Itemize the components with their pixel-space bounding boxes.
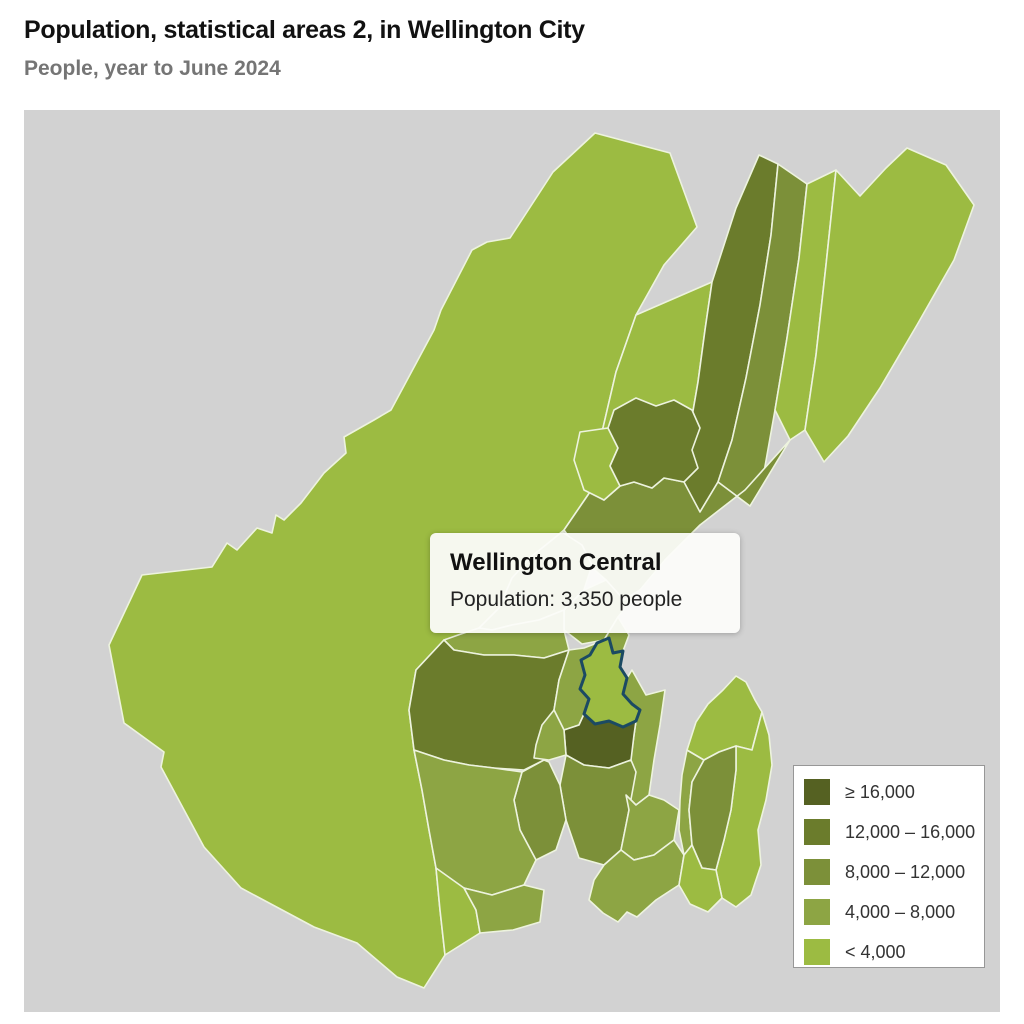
map-tooltip: Wellington Central Population: 3,350 peo…: [430, 533, 740, 633]
map-legend: ≥ 16,000 12,000 – 16,000 8,000 – 12,000 …: [793, 765, 985, 968]
chart-header: Population, statistical areas 2, in Well…: [24, 16, 1000, 81]
map-region[interactable]: [463, 884, 545, 934]
map-region[interactable]: [804, 147, 975, 463]
legend-label: 12,000 – 16,000: [845, 821, 976, 842]
legend-row: < 4,000: [804, 939, 984, 965]
legend-label: 4,000 – 8,000: [845, 901, 956, 922]
choropleth-map: Wellington Central Population: 3,350 peo…: [24, 110, 1000, 1012]
legend-swatch: [804, 939, 830, 965]
map-region[interactable]: [413, 749, 537, 896]
map-region[interactable]: [678, 844, 723, 913]
legend-row: 12,000 – 16,000: [804, 819, 984, 845]
legend-row: ≥ 16,000: [804, 779, 984, 805]
legend-label: < 4,000: [845, 941, 906, 962]
legend-row: 8,000 – 12,000: [804, 859, 984, 885]
tooltip-region-name: Wellington Central: [450, 549, 662, 576]
map-region[interactable]: [688, 745, 737, 871]
legend-swatch: [804, 859, 830, 885]
legend-swatch: [804, 899, 830, 925]
page-title: Population, statistical areas 2, in Well…: [24, 16, 585, 44]
legend-swatch: [804, 819, 830, 845]
page-subtitle: People, year to June 2024: [24, 57, 281, 80]
map-region[interactable]: [588, 839, 685, 923]
legend-label: 8,000 – 12,000: [845, 861, 966, 882]
map-region[interactable]: [533, 709, 567, 761]
map-region-wellington-central[interactable]: [578, 636, 642, 729]
map-region[interactable]: [607, 397, 701, 489]
legend-swatch: [804, 779, 830, 805]
tooltip-population-value: Population: 3,350 people: [450, 588, 683, 611]
map-region[interactable]: [686, 675, 763, 761]
legend-label: ≥ 16,000: [845, 781, 915, 802]
legend-row: 4,000 – 8,000: [804, 899, 984, 925]
